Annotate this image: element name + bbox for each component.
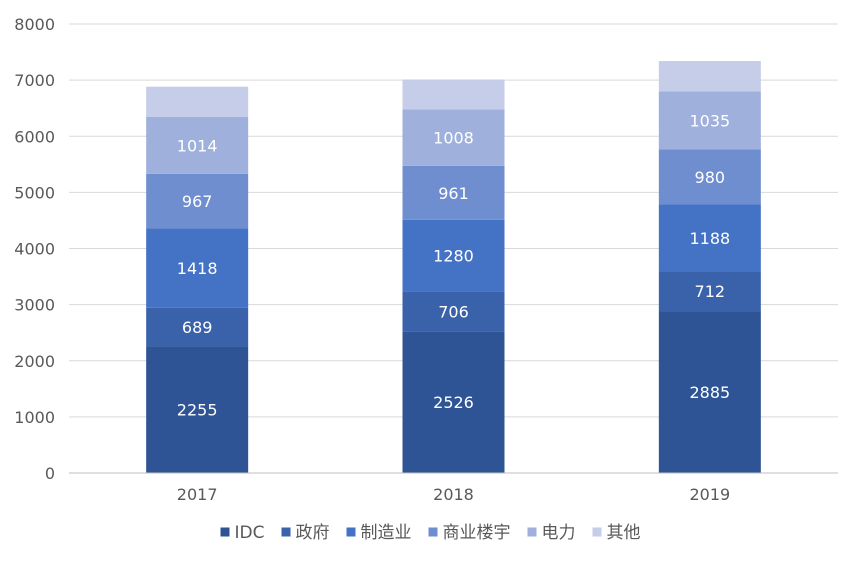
bar-2018-series-1 xyxy=(402,291,505,332)
y-tick-label: 6000 xyxy=(14,127,55,146)
bar-2019-series-4 xyxy=(658,91,761,150)
bars xyxy=(69,61,838,474)
legend-item-series-5: 其他 xyxy=(592,523,641,543)
data-labels: 2255 689 1418 967 1014 2526 706 1280 961 1008 2885… xyxy=(177,111,730,419)
bar-2019-series-1 xyxy=(658,271,761,312)
data-label-2017-series-3: 967 xyxy=(182,192,213,211)
bar-2018-series-4 xyxy=(402,109,505,166)
bar-2018-series-5 xyxy=(402,79,505,110)
legend-label: 其他 xyxy=(607,523,641,543)
data-label-2019-series-1: 712 xyxy=(695,282,726,301)
legend-item-series-3: 商业楼宇 xyxy=(428,523,511,543)
data-label-2018-idc: 2526 xyxy=(433,393,474,412)
y-tick-label: 5000 xyxy=(14,183,55,202)
legend-swatch xyxy=(592,527,602,537)
y-tick-label: 7000 xyxy=(14,71,55,90)
legend-item-series-1: 政府 xyxy=(281,523,330,543)
data-label-2019-series-3: 980 xyxy=(695,168,726,187)
y-tick-label: 1000 xyxy=(14,408,55,427)
bar-2019-series-2 xyxy=(658,204,761,272)
data-label-2018-series-4: 1008 xyxy=(433,129,474,148)
legend-swatch xyxy=(346,527,356,537)
legend-label: 制造业 xyxy=(361,523,412,543)
legend-label: 电力 xyxy=(542,523,576,543)
legend-item-series-2: 制造业 xyxy=(346,523,412,543)
data-label-2017-idc: 2255 xyxy=(177,401,218,420)
y-tick-label: 0 xyxy=(45,464,55,483)
data-label-2018-series-2: 1280 xyxy=(433,247,474,266)
data-label-2018-series-1: 706 xyxy=(438,302,469,321)
legend-item-idc: IDC xyxy=(220,523,265,543)
legend-swatch xyxy=(527,527,537,537)
bar-2017-series-3 xyxy=(146,173,249,229)
bar-2017-series-5 xyxy=(146,86,249,117)
bar-2017-idc xyxy=(146,346,249,473)
data-label-2019-series-2: 1188 xyxy=(689,229,730,248)
bar-2017-series-4 xyxy=(146,116,249,174)
data-label-2019-series-4: 1035 xyxy=(689,111,730,130)
legend-label: 商业楼宇 xyxy=(443,523,511,543)
bar-2018-series-2 xyxy=(402,219,505,292)
x-category-label: 2018 xyxy=(433,485,474,504)
data-label-2017-series-4: 1014 xyxy=(177,136,218,155)
y-tick-label: 8000 xyxy=(14,15,55,34)
bar-2017-series-2 xyxy=(146,228,249,308)
legend: IDC 政府 制造业 商业楼宇 电力 其他 xyxy=(220,523,641,543)
bar-2019-series-3 xyxy=(658,149,761,205)
legend-swatch xyxy=(281,527,291,537)
y-tick-label: 3000 xyxy=(14,296,55,315)
bar-2019-idc xyxy=(658,311,761,473)
bar-2018-idc xyxy=(402,331,505,473)
data-label-2018-series-3: 961 xyxy=(438,184,469,203)
data-label-2017-series-1: 689 xyxy=(182,318,213,337)
bar-2017-series-1 xyxy=(146,307,249,347)
x-category-label: 2017 xyxy=(177,485,218,504)
y-tick-label: 4000 xyxy=(14,240,55,259)
bar-2019-series-5 xyxy=(658,61,761,92)
data-label-2017-series-2: 1418 xyxy=(177,259,218,278)
x-axis-category-labels: 2017 2018 2019 xyxy=(177,485,730,504)
legend-swatch xyxy=(220,527,230,537)
x-category-label: 2019 xyxy=(689,485,730,504)
legend-label: IDC xyxy=(235,523,265,543)
legend-swatch xyxy=(428,527,438,537)
y-tick-label: 2000 xyxy=(14,352,55,371)
y-axis-tick-labels: 0 1000 2000 3000 4000 5000 6000 7000 8000 xyxy=(14,15,55,483)
data-label-2019-idc: 2885 xyxy=(689,383,730,402)
bar-2018-series-3 xyxy=(402,165,505,220)
legend-item-series-4: 电力 xyxy=(527,523,576,543)
legend-label: 政府 xyxy=(296,523,330,543)
